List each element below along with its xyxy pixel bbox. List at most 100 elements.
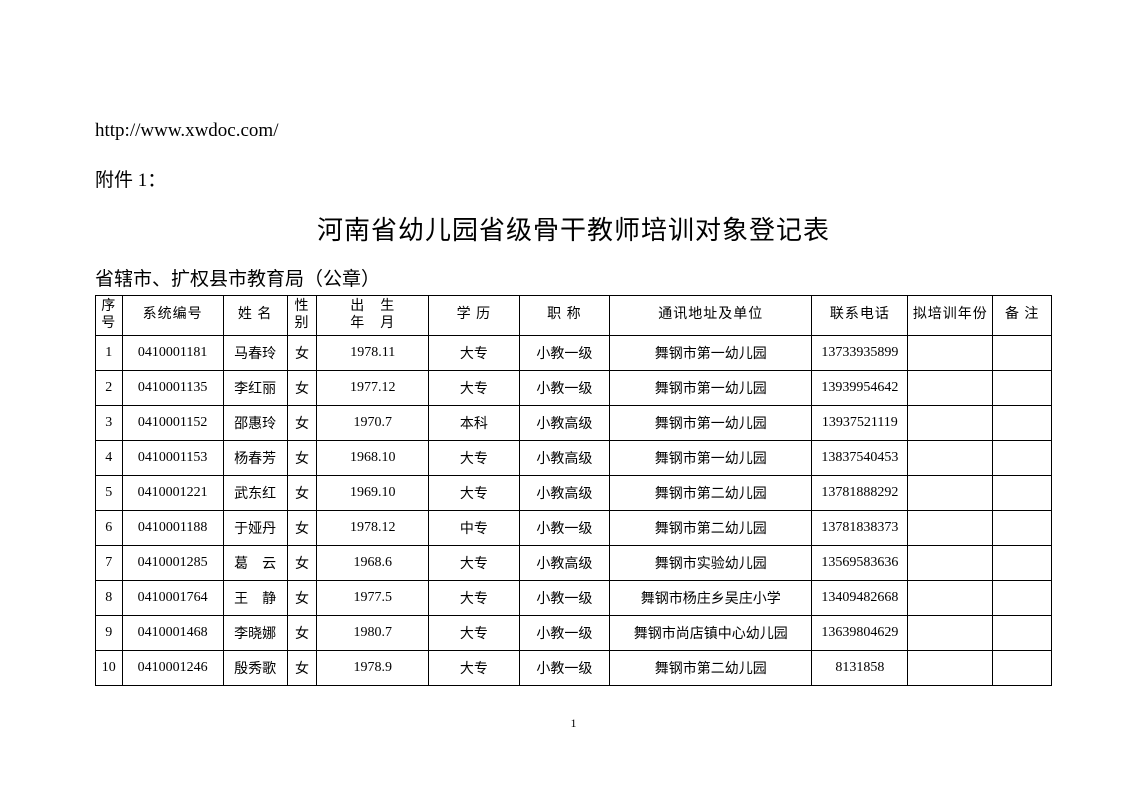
- cell-title: 小教一级: [519, 511, 609, 546]
- cell-birth: 1968.10: [317, 441, 429, 476]
- cell-name: 马春玲: [223, 336, 287, 371]
- cell-gender: 女: [287, 476, 317, 511]
- url-text: http://www.xwdoc.com/: [95, 120, 1052, 142]
- cell-name: 王 静: [223, 581, 287, 616]
- cell-note: [993, 476, 1052, 511]
- cell-phone: 8131858: [812, 651, 908, 686]
- cell-edu: 大专: [429, 336, 519, 371]
- cell-year: [908, 476, 993, 511]
- cell-year: [908, 546, 993, 581]
- cell-sysid: 0410001285: [122, 546, 223, 581]
- col-header-seq: 序号: [96, 296, 123, 336]
- cell-year: [908, 581, 993, 616]
- cell-phone: 13409482668: [812, 581, 908, 616]
- attachment-label: 附件 1：: [95, 165, 1052, 192]
- cell-sysid: 0410001181: [122, 336, 223, 371]
- cell-sysid: 0410001135: [122, 371, 223, 406]
- cell-sysid: 0410001188: [122, 511, 223, 546]
- cell-name: 武东红: [223, 476, 287, 511]
- col-header-year: 拟培训年份: [908, 296, 993, 336]
- table-row: 30410001152邵惠玲女1970.7本科小教高级舞钢市第一幼儿园13937…: [96, 406, 1052, 441]
- cell-title: 小教一级: [519, 616, 609, 651]
- cell-birth: 1970.7: [317, 406, 429, 441]
- cell-unit: 舞钢市杨庄乡吴庄小学: [610, 581, 812, 616]
- cell-seq: 10: [96, 651, 123, 686]
- cell-year: [908, 511, 993, 546]
- cell-unit: 舞钢市第一幼儿园: [610, 441, 812, 476]
- cell-birth: 1978.12: [317, 511, 429, 546]
- cell-note: [993, 546, 1052, 581]
- cell-seq: 3: [96, 406, 123, 441]
- cell-title: 小教一级: [519, 581, 609, 616]
- cell-birth: 1978.11: [317, 336, 429, 371]
- cell-name: 于娅丹: [223, 511, 287, 546]
- subtitle-text: 省辖市、扩权县市教育局（公章）: [95, 264, 1052, 291]
- cell-name: 葛 云: [223, 546, 287, 581]
- cell-phone: 13781838373: [812, 511, 908, 546]
- cell-seq: 6: [96, 511, 123, 546]
- table-row: 70410001285葛 云女1968.6大专小教高级舞钢市实验幼儿园13569…: [96, 546, 1052, 581]
- cell-edu: 大专: [429, 616, 519, 651]
- cell-edu: 大专: [429, 476, 519, 511]
- cell-phone: 13939954642: [812, 371, 908, 406]
- page-number: 1: [95, 716, 1052, 731]
- cell-name: 邵惠玲: [223, 406, 287, 441]
- col-header-title: 职 称: [519, 296, 609, 336]
- cell-seq: 4: [96, 441, 123, 476]
- cell-seq: 2: [96, 371, 123, 406]
- table-row: 100410001246殷秀歌女1978.9大专小教一级舞钢市第二幼儿园8131…: [96, 651, 1052, 686]
- cell-edu: 本科: [429, 406, 519, 441]
- cell-seq: 8: [96, 581, 123, 616]
- cell-phone: 13937521119: [812, 406, 908, 441]
- cell-unit: 舞钢市第一幼儿园: [610, 336, 812, 371]
- table-row: 80410001764王 静女1977.5大专小教一级舞钢市杨庄乡吴庄小学134…: [96, 581, 1052, 616]
- cell-unit: 舞钢市尚店镇中心幼儿园: [610, 616, 812, 651]
- col-header-edu: 学 历: [429, 296, 519, 336]
- table-row: 60410001188于娅丹女1978.12中专小教一级舞钢市第二幼儿园1378…: [96, 511, 1052, 546]
- cell-title: 小教一级: [519, 651, 609, 686]
- col-header-sysid: 系统编号: [122, 296, 223, 336]
- cell-phone: 13639804629: [812, 616, 908, 651]
- cell-year: [908, 616, 993, 651]
- cell-year: [908, 406, 993, 441]
- cell-sysid: 0410001153: [122, 441, 223, 476]
- table-row: 90410001468李晓娜女1980.7大专小教一级舞钢市尚店镇中心幼儿园13…: [96, 616, 1052, 651]
- page-container: http://www.xwdoc.com/ 附件 1： 河南省幼儿园省级骨干教师…: [0, 0, 1122, 771]
- cell-year: [908, 651, 993, 686]
- table-row: 20410001135李红丽女1977.12大专小教一级舞钢市第一幼儿园1393…: [96, 371, 1052, 406]
- cell-gender: 女: [287, 581, 317, 616]
- cell-name: 殷秀歌: [223, 651, 287, 686]
- cell-title: 小教一级: [519, 336, 609, 371]
- cell-sysid: 0410001468: [122, 616, 223, 651]
- cell-note: [993, 616, 1052, 651]
- table-body: 10410001181马春玲女1978.11大专小教一级舞钢市第一幼儿园1373…: [96, 336, 1052, 686]
- col-header-note: 备 注: [993, 296, 1052, 336]
- cell-sysid: 0410001764: [122, 581, 223, 616]
- cell-name: 杨春芳: [223, 441, 287, 476]
- cell-gender: 女: [287, 336, 317, 371]
- cell-note: [993, 511, 1052, 546]
- cell-phone: 13781888292: [812, 476, 908, 511]
- cell-unit: 舞钢市第二幼儿园: [610, 651, 812, 686]
- cell-birth: 1977.5: [317, 581, 429, 616]
- cell-title: 小教一级: [519, 371, 609, 406]
- cell-note: [993, 336, 1052, 371]
- cell-edu: 大专: [429, 546, 519, 581]
- cell-seq: 1: [96, 336, 123, 371]
- cell-sysid: 0410001152: [122, 406, 223, 441]
- col-header-gender: 性别: [287, 296, 317, 336]
- cell-note: [993, 371, 1052, 406]
- cell-seq: 5: [96, 476, 123, 511]
- cell-birth: 1977.12: [317, 371, 429, 406]
- cell-note: [993, 441, 1052, 476]
- cell-birth: 1980.7: [317, 616, 429, 651]
- cell-note: [993, 581, 1052, 616]
- registration-table: 序号 系统编号 姓 名 性别 出 生年 月 学 历 职 称 通讯地址及单位 联系…: [95, 295, 1052, 686]
- cell-phone: 13837540453: [812, 441, 908, 476]
- cell-gender: 女: [287, 406, 317, 441]
- cell-title: 小教高级: [519, 406, 609, 441]
- cell-phone: 13569583636: [812, 546, 908, 581]
- cell-birth: 1978.9: [317, 651, 429, 686]
- cell-edu: 大专: [429, 651, 519, 686]
- cell-gender: 女: [287, 616, 317, 651]
